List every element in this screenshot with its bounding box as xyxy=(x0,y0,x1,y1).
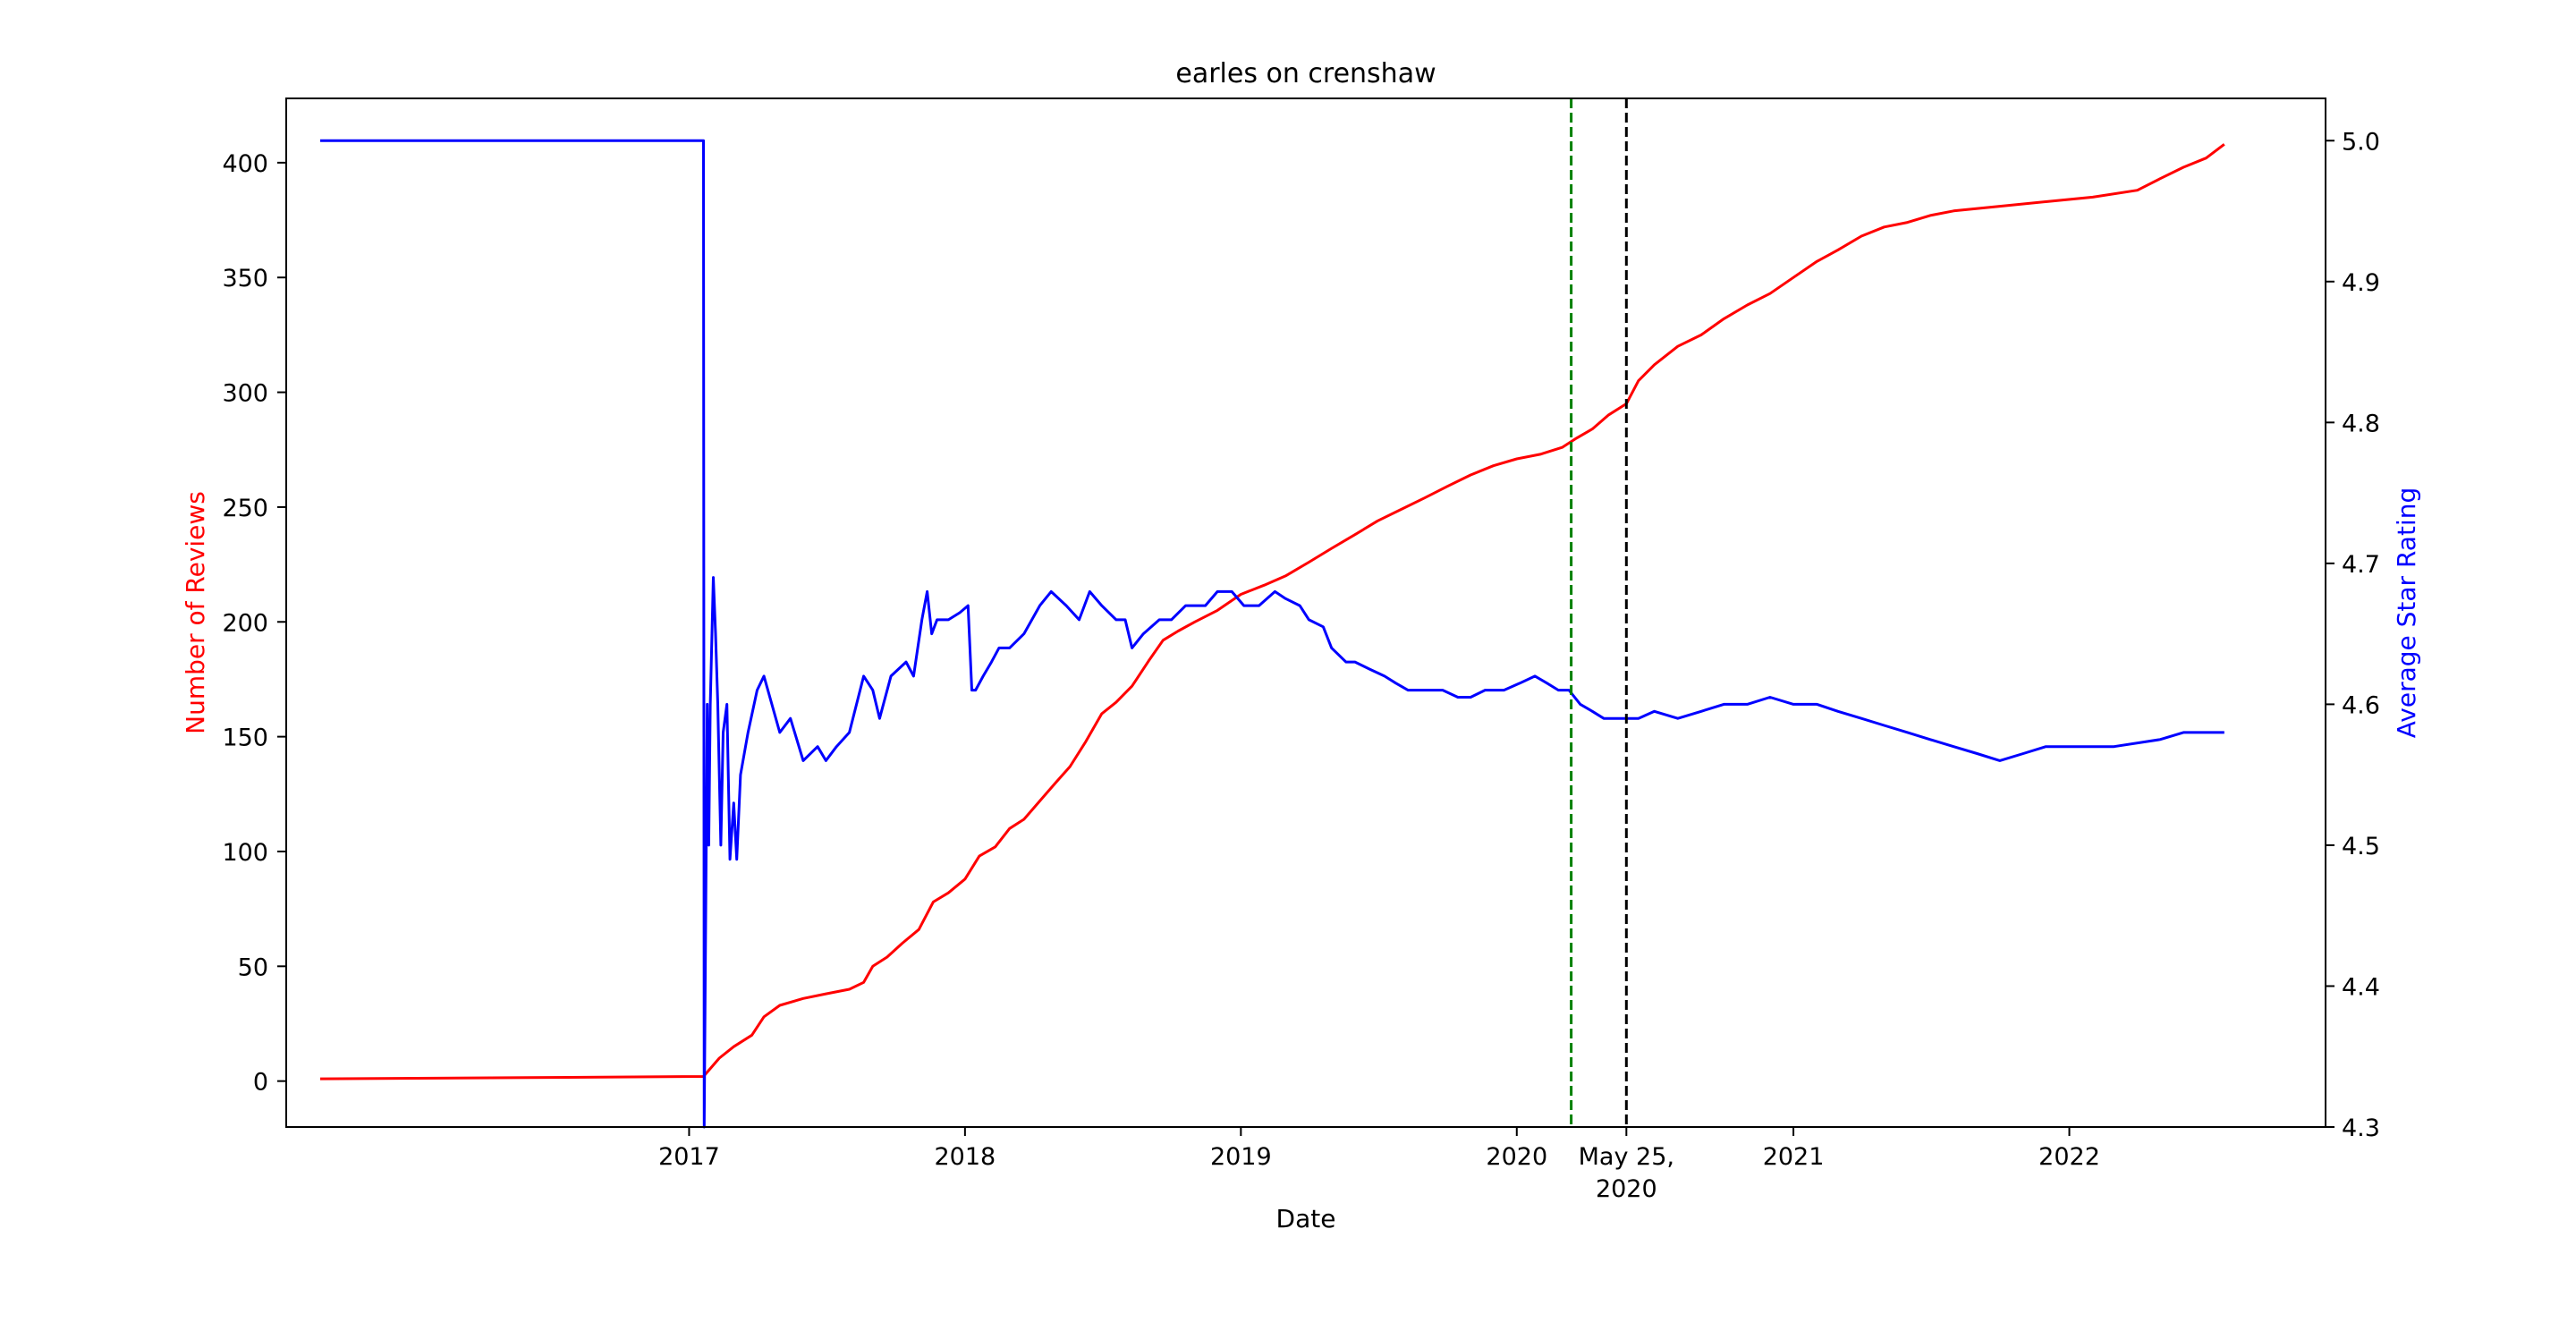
reviews-count-line xyxy=(319,143,2225,1080)
y-axis-right-label: Average Star Rating xyxy=(2392,487,2421,738)
axes: 2017 2018 2019 2020 May 25, 2020 2021 2022 0 50 10… xyxy=(222,128,2380,1203)
y-left-tick-label: 0 xyxy=(253,1069,268,1097)
y-left-tick-label: 350 xyxy=(222,265,268,292)
y-right-tick-label: 4.7 xyxy=(2342,551,2380,579)
plot-frame xyxy=(285,97,2326,1128)
y-right-tick-label: 5.0 xyxy=(2342,128,2380,156)
y-left-tick-label: 250 xyxy=(222,495,268,522)
x-tick-label: May 25, 2020 xyxy=(1579,1143,1674,1203)
plot-area xyxy=(319,98,2225,1129)
x-tick-label: 2018 xyxy=(935,1143,996,1171)
y-right-tick-label: 4.5 xyxy=(2342,833,2380,860)
x-axis-label: Date xyxy=(1276,1204,1336,1233)
y-left-tick-label: 200 xyxy=(222,609,268,637)
y-left-tick-label: 400 xyxy=(222,150,268,178)
x-tick-label: 2019 xyxy=(1210,1143,1272,1171)
y-right-tick-label: 4.3 xyxy=(2342,1114,2380,1142)
y-left-tick-label: 300 xyxy=(222,380,268,408)
y-right-tick-label: 4.6 xyxy=(2342,691,2380,719)
star-rating-line xyxy=(320,139,2224,1129)
y-right-tick-label: 4.8 xyxy=(2342,410,2380,437)
x-tick-label: 2021 xyxy=(1763,1143,1825,1171)
y-left-tick-label: 100 xyxy=(222,839,268,867)
x-tick-label: 2020 xyxy=(1486,1143,1547,1171)
y-left-tick-label: 150 xyxy=(222,725,268,752)
y-axis-left-label: Number of Reviews xyxy=(181,491,210,734)
chart-title: earles on crenshaw xyxy=(1175,58,1436,89)
y-right-tick-label: 4.9 xyxy=(2342,269,2380,297)
y-right-tick-label: 4.4 xyxy=(2342,973,2380,1001)
x-tick-label: 2022 xyxy=(2038,1143,2100,1171)
x-tick-label: 2017 xyxy=(658,1143,720,1171)
y-left-tick-label: 50 xyxy=(238,953,268,981)
